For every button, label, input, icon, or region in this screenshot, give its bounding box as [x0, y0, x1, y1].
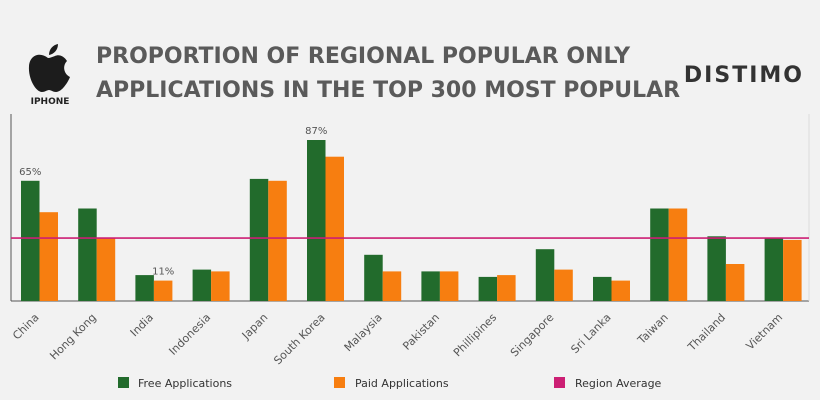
- x-axis-tick-labels: China Hong Kong India Indonesia Japan South K…: [10, 311, 785, 368]
- chart-title-line-2: APPLICATIONS IN THE TOP 300 MOST POPULAR: [96, 78, 680, 103]
- x-tick-label-singapore: Singapore: [508, 311, 557, 360]
- bar-paid-south-korea: [325, 156, 344, 301]
- bar-free-china: [21, 180, 40, 302]
- data-label-india: 11%: [152, 267, 174, 278]
- bar-free-malaysia: [364, 254, 383, 302]
- x-tick-label-thailand: Thailand: [685, 311, 728, 354]
- bar-paid-malaysia: [382, 271, 402, 301]
- bar-free-sri-lanka: [593, 276, 612, 301]
- x-tick-label-malaysia: Malaysia: [342, 311, 385, 354]
- x-tick-label-vietnam: Vietnam: [744, 311, 786, 353]
- platform-label: IPHONE: [31, 97, 70, 107]
- apple-logo-icon: [28, 44, 70, 92]
- bar-free-singapore: [535, 249, 555, 301]
- platform-logo: IPHONE: [28, 44, 70, 107]
- bar-paid-phillipines: [497, 275, 516, 301]
- data-labels: 65% 87% 11%: [19, 126, 327, 278]
- bar-free-indonesia: [192, 269, 212, 301]
- legend-swatch-free: [118, 377, 129, 388]
- chart-title-line-1: PROPORTION OF REGIONAL POPULAR ONLY: [96, 44, 631, 69]
- legend-swatch-paid: [334, 377, 345, 388]
- bar-paid-india: [153, 280, 173, 301]
- x-tick-label-taiwan: Taiwan: [634, 311, 670, 347]
- data-label-south-korea: 87%: [305, 126, 327, 137]
- legend-label-paid: Paid Applications: [355, 377, 449, 390]
- x-tick-label-south-korea: South Korea: [271, 311, 327, 367]
- x-tick-label-hong-kong: Hong Kong: [47, 311, 98, 362]
- x-tick-label-japan: Japan: [239, 311, 271, 343]
- bar-paid-taiwan: [668, 208, 688, 301]
- x-tick-label-indonesia: Indonesia: [166, 311, 213, 358]
- bar-paid-hong-kong: [96, 238, 116, 301]
- bar-paid-indonesia: [211, 271, 230, 301]
- bar-free-taiwan: [650, 208, 669, 301]
- bar-free-south-korea: [307, 140, 326, 301]
- bar-paid-thailand: [725, 264, 745, 301]
- plot-frame: [10, 114, 810, 302]
- bar-paid-china: [39, 212, 58, 301]
- bar-free-pakistan: [421, 271, 440, 301]
- legend: Free Applications Paid Applications Regi…: [118, 377, 662, 390]
- bar-paid-pakistan: [439, 271, 459, 301]
- bar-paid-vietnam: [783, 239, 802, 301]
- bar-free-phillipines: [478, 276, 498, 301]
- brand-logo: DISTIMO: [684, 63, 804, 88]
- data-label-china: 65%: [19, 167, 41, 178]
- x-tick-label-phillipines: Phillipines: [451, 311, 500, 360]
- bar-paid-japan: [268, 180, 287, 302]
- bar-paid-singapore: [554, 269, 573, 301]
- bar-free-japan: [249, 178, 269, 301]
- legend-item-average: Region Average: [554, 377, 662, 390]
- legend-item-paid: Paid Applications: [334, 377, 449, 390]
- legend-swatch-average: [554, 377, 565, 388]
- bar-free-thailand: [707, 236, 726, 302]
- bar-paid-sri-lanka: [611, 280, 630, 301]
- bars: [21, 140, 802, 302]
- legend-item-free: Free Applications: [118, 377, 232, 390]
- legend-label-free: Free Applications: [138, 377, 232, 390]
- bar-free-hong-kong: [78, 208, 97, 301]
- x-tick-label-india: India: [128, 311, 156, 339]
- x-tick-label-china: China: [10, 311, 41, 342]
- bar-free-india: [135, 275, 154, 301]
- x-tick-label-sri-lanka: Sri Lanka: [568, 311, 613, 356]
- bar-free-vietnam: [764, 238, 784, 301]
- x-tick-label-pakistan: Pakistan: [400, 311, 442, 353]
- legend-label-average: Region Average: [575, 377, 662, 390]
